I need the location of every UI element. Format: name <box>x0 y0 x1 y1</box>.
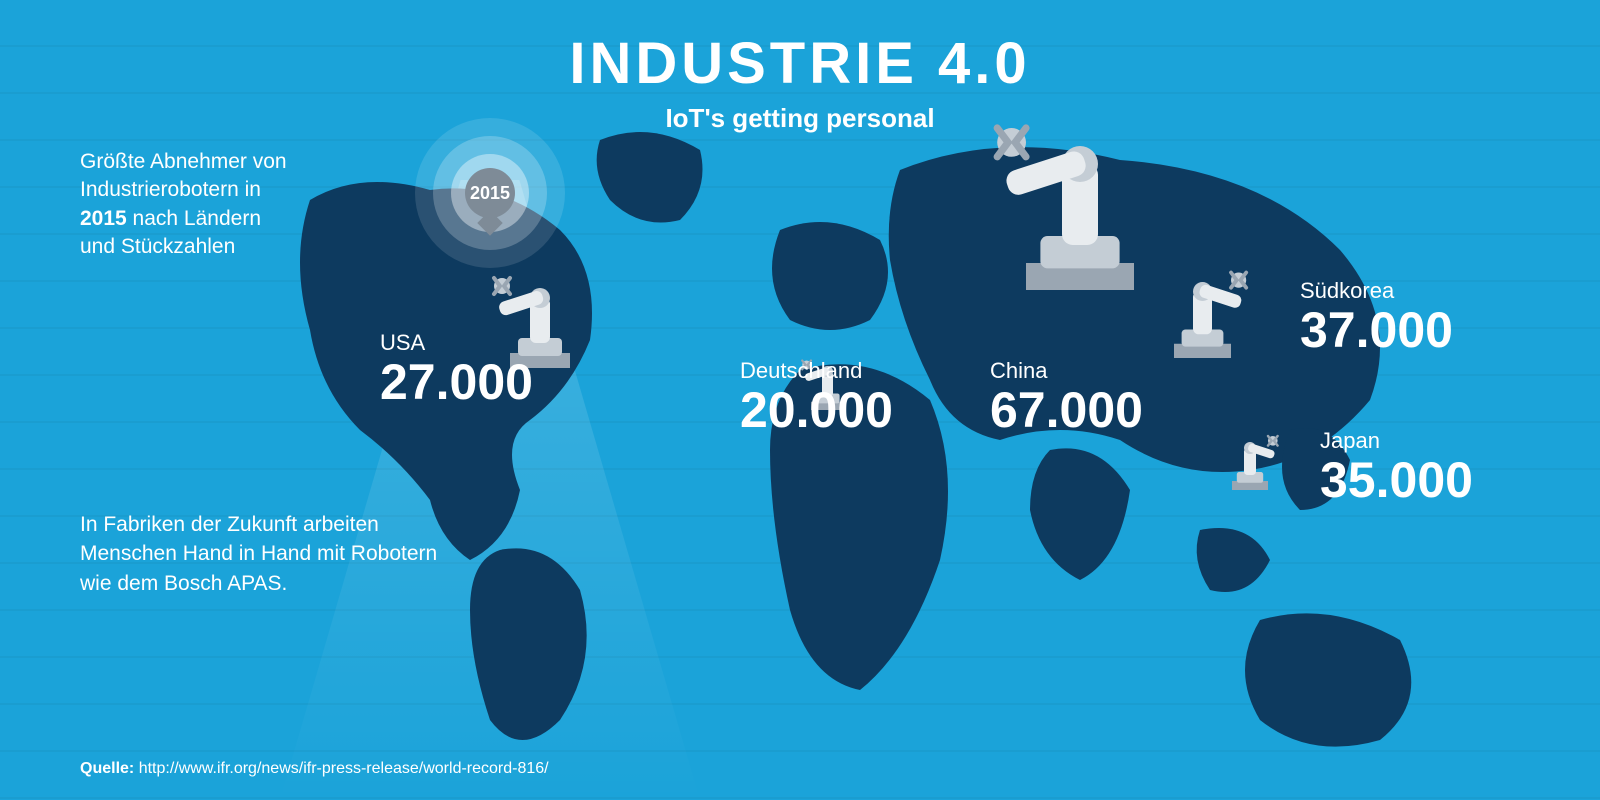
intro-line: Industrierobotern in <box>80 178 261 201</box>
intro-year: 2015 <box>80 207 127 230</box>
main-title: INDUSTRIE 4.0 <box>0 30 1600 97</box>
intro-line: und Stückzahlen <box>80 235 235 258</box>
country-japan: Japan 35.000 <box>1320 428 1473 507</box>
country-value: 27.000 <box>380 356 533 409</box>
country-germany: Deutschland 20.000 <box>740 358 893 437</box>
country-value: 37.000 <box>1300 304 1453 357</box>
future-line: Menschen Hand in Hand mit Robotern <box>80 542 437 565</box>
subtitle: IoT's getting personal <box>0 103 1600 134</box>
country-name: USA <box>380 330 533 356</box>
intro-line: nach Ländern <box>127 207 261 230</box>
source-citation: Quelle: http://www.ifr.org/news/ifr-pres… <box>80 760 549 778</box>
country-name: Südkorea <box>1300 278 1453 304</box>
country-skorea: Südkorea 37.000 <box>1300 278 1453 357</box>
future-text: In Fabriken der Zukunft arbeiten Mensche… <box>80 510 437 598</box>
year-badge: 2015 <box>415 118 565 268</box>
country-name: Deutschland <box>740 358 893 384</box>
country-name: Japan <box>1320 428 1473 454</box>
future-line: wie dem Bosch APAS. <box>80 572 287 595</box>
intro-text: Größte Abnehmer von Industrierobotern in… <box>80 148 287 261</box>
country-china: China 67.000 <box>990 358 1143 437</box>
robot-arm-icon <box>990 110 1170 290</box>
source-url: http://www.ifr.org/news/ifr-press-releas… <box>139 760 549 777</box>
intro-line: Größte Abnehmer von <box>80 150 287 173</box>
country-value: 67.000 <box>990 384 1143 437</box>
future-line: In Fabriken der Zukunft arbeiten <box>80 513 379 536</box>
country-value: 20.000 <box>740 384 893 437</box>
country-name: China <box>990 358 1143 384</box>
page-title: INDUSTRIE 4.0 IoT's getting personal <box>0 30 1600 134</box>
country-usa: USA 27.000 <box>380 330 533 409</box>
source-label: Quelle: <box>80 760 139 777</box>
badge-year: 2015 <box>465 168 515 218</box>
robot-arm-icon <box>1155 263 1250 358</box>
country-value: 35.000 <box>1320 454 1473 507</box>
robot-arm-icon <box>1220 430 1280 490</box>
